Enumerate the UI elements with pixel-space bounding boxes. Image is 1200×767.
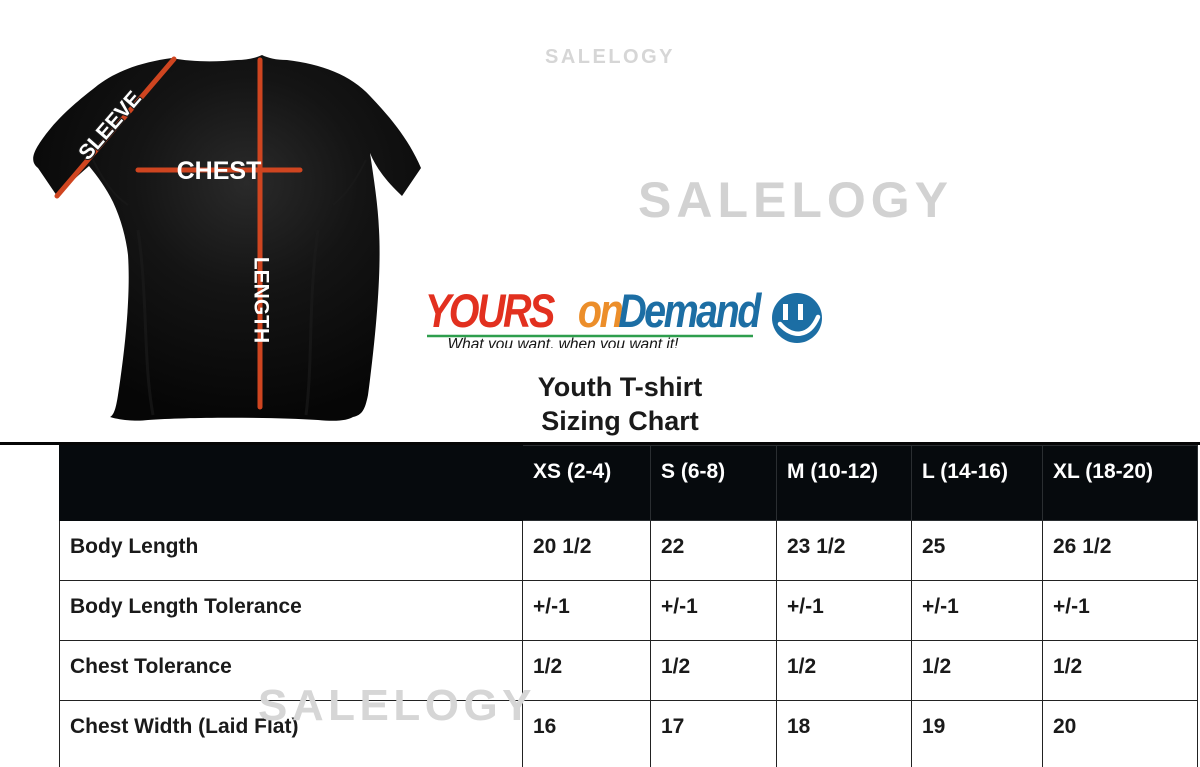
svg-text:What you want, when you want i: What you want, when you want it!: [448, 336, 680, 348]
svg-text:Demand: Demand: [618, 286, 762, 338]
svg-text:LENGTH: LENGTH: [249, 257, 272, 343]
svg-text:CHEST: CHEST: [177, 157, 262, 185]
svg-text:YOURS: YOURS: [425, 286, 555, 338]
svg-text:on: on: [578, 286, 622, 338]
